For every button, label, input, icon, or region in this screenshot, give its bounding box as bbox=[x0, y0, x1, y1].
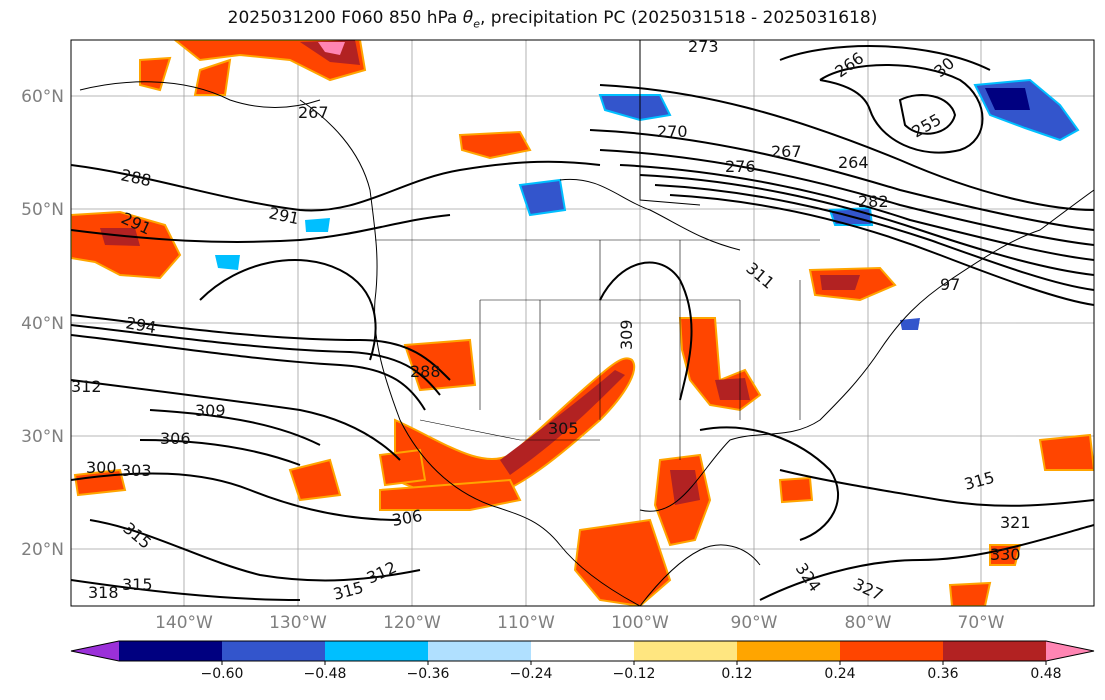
colorbar-extend-min bbox=[71, 641, 119, 661]
contour-label: 318 bbox=[88, 583, 119, 602]
lon-label: 80°W bbox=[845, 613, 892, 633]
political-boundaries bbox=[375, 239, 820, 460]
colorbar-tick-label: −0.12 bbox=[613, 666, 656, 682]
colorbar-segment bbox=[840, 641, 944, 661]
colorbar-segment bbox=[428, 641, 532, 661]
colorbar-tick-label: 0.48 bbox=[1030, 666, 1061, 682]
theta-e-contours bbox=[71, 45, 1094, 601]
contour-label: 315 bbox=[122, 575, 153, 594]
contour-label: 264 bbox=[838, 153, 869, 172]
contour-label: 309 bbox=[617, 319, 636, 350]
lat-label: 20°N bbox=[21, 540, 64, 560]
contour-label: 282 bbox=[858, 192, 889, 211]
lon-label: 70°W bbox=[958, 613, 1005, 633]
contour-label: 321 bbox=[1000, 513, 1031, 532]
contour-label: 270 bbox=[657, 122, 688, 141]
lat-label: 50°N bbox=[21, 200, 64, 220]
contour-label: 276 bbox=[725, 157, 756, 176]
title-suffix: , precipitation PC (2025031518 - 2025031… bbox=[479, 8, 878, 28]
colorbar-tick-label: −0.48 bbox=[304, 666, 347, 682]
chart-title: 2025031200 F060 850 hPa θe, precipitatio… bbox=[0, 8, 1105, 30]
lon-label: 110°W bbox=[497, 613, 555, 633]
colorbar-tick-label: 0.36 bbox=[927, 666, 958, 682]
colorbar-segment bbox=[737, 641, 841, 661]
coastlines bbox=[79, 40, 1094, 606]
theta-subscript: e bbox=[473, 17, 480, 31]
lat-label: 40°N bbox=[21, 314, 64, 334]
map-area: 273 266 267 270 276 267 264 282 255 288 … bbox=[71, 37, 1094, 606]
lon-label: 100°W bbox=[611, 613, 669, 633]
latitude-labels: 60°N 50°N 40°N 30°N 20°N bbox=[21, 87, 64, 560]
colorbar: −0.60 −0.48 −0.36 −0.24 −0.12 0.12 0.24 0.36 0.4… bbox=[70, 640, 1095, 682]
colorbar-tick-label: −0.60 bbox=[201, 666, 244, 682]
colorbar-segment bbox=[119, 641, 223, 661]
lon-label: 90°W bbox=[731, 613, 778, 633]
theta-symbol: θ bbox=[462, 8, 474, 28]
contour-label: 330 bbox=[990, 545, 1021, 564]
contour-label: 300 bbox=[86, 458, 117, 477]
colorbar-segment bbox=[634, 641, 738, 661]
lon-label: 130°W bbox=[269, 613, 327, 633]
lat-label: 30°N bbox=[21, 427, 64, 447]
lat-label: 60°N bbox=[21, 87, 64, 107]
colorbar-outline bbox=[70, 640, 1095, 662]
colorbar-tick-label: −0.24 bbox=[510, 666, 553, 682]
colorbar-segment bbox=[943, 641, 1047, 661]
graticule bbox=[71, 40, 1094, 606]
contour-label: 288 bbox=[410, 362, 441, 381]
longitude-labels: 140°W 130°W 120°W 110°W 100°W 90°W 80°W … bbox=[155, 613, 1005, 633]
contour-label: 267 bbox=[771, 142, 802, 161]
contour-label: 303 bbox=[121, 461, 152, 480]
contour-label: 306 bbox=[160, 429, 191, 448]
colorbar-extend-max bbox=[1046, 641, 1094, 661]
lon-label: 120°W bbox=[383, 613, 441, 633]
colorbar-tick-label: −0.36 bbox=[407, 666, 450, 682]
contour-label: 273 bbox=[688, 37, 719, 56]
contour-label: 312 bbox=[71, 377, 102, 396]
colorbar-tick-label: 0.24 bbox=[824, 666, 855, 682]
lon-label: 140°W bbox=[155, 613, 213, 633]
contour-label: 305 bbox=[548, 419, 579, 438]
title-prefix: 2025031200 F060 850 hPa bbox=[227, 8, 463, 28]
contour-label: 267 bbox=[298, 103, 329, 122]
colorbar-segment bbox=[222, 641, 326, 661]
colorbar-tick-label: 0.12 bbox=[721, 666, 752, 682]
contour-label: 97 bbox=[940, 275, 960, 294]
colorbar-segment bbox=[325, 641, 429, 661]
colorbar-segment bbox=[531, 641, 635, 661]
contour-label: 309 bbox=[195, 401, 226, 420]
map-frame bbox=[70, 39, 1095, 607]
